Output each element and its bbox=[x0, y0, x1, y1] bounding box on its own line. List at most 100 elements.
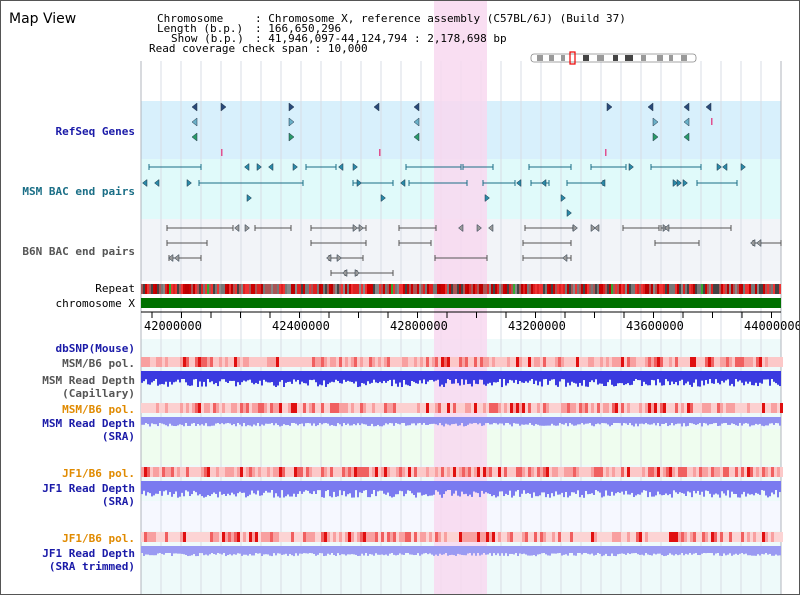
pol-heat-cell bbox=[561, 532, 564, 542]
depth-bar bbox=[623, 417, 625, 424]
depth-bar bbox=[327, 546, 329, 554]
depth-bar bbox=[537, 371, 539, 386]
pol-heat-cell bbox=[210, 532, 213, 542]
track-label-b6n-bac[interactable]: B6N BAC end pairs bbox=[22, 245, 135, 258]
pol-heat-cell bbox=[393, 467, 396, 477]
depth-bar bbox=[363, 546, 365, 556]
depth-bar bbox=[285, 371, 287, 383]
depth-bar bbox=[169, 417, 171, 424]
depth-bar bbox=[357, 417, 359, 424]
depth-bar bbox=[471, 481, 473, 497]
pol-heat-cell bbox=[738, 532, 741, 542]
depth-bar bbox=[421, 417, 423, 425]
pol-heat-cell bbox=[558, 357, 561, 367]
depth-bar bbox=[201, 417, 203, 425]
depth-bar bbox=[675, 546, 677, 555]
pol-heat-cell bbox=[450, 357, 453, 367]
depth-bar bbox=[451, 546, 453, 555]
pol-heat-cell bbox=[771, 532, 774, 542]
depth-bar bbox=[359, 371, 361, 387]
repeat-segment bbox=[457, 284, 459, 294]
pol-heat-cell bbox=[423, 532, 426, 542]
repeat-segment bbox=[629, 284, 631, 294]
pol-heat-cell bbox=[471, 357, 474, 367]
depth-bar bbox=[775, 546, 777, 555]
depth-bar bbox=[581, 546, 583, 555]
depth-bar bbox=[361, 481, 363, 493]
depth-bar bbox=[159, 481, 161, 491]
repeat-segment bbox=[251, 284, 253, 294]
pol-heat-cell bbox=[417, 357, 420, 367]
pol-heat-cell bbox=[414, 357, 417, 367]
gene-arrow bbox=[354, 268, 360, 278]
pol-heat-cell bbox=[489, 403, 492, 413]
pol-heat-cell bbox=[189, 403, 192, 413]
depth-bar bbox=[777, 371, 779, 385]
pol-heat-cell bbox=[348, 467, 351, 477]
repeat-segment bbox=[249, 284, 251, 294]
depth-bar bbox=[211, 481, 213, 495]
repeat-segment bbox=[347, 284, 349, 294]
pol-heat-cell bbox=[480, 532, 483, 542]
depth-bar bbox=[223, 546, 225, 554]
depth-bar bbox=[287, 417, 289, 425]
pol-heat-cell bbox=[249, 357, 252, 367]
depth-bar bbox=[493, 417, 495, 423]
depth-bar bbox=[319, 546, 321, 554]
repeat-segment bbox=[505, 284, 507, 294]
pol-heat-cell bbox=[375, 467, 378, 477]
pol-heat-cell bbox=[573, 467, 576, 477]
depth-bar bbox=[727, 417, 729, 425]
depth-bar bbox=[311, 417, 313, 426]
depth-bar bbox=[195, 371, 197, 379]
depth-bar bbox=[475, 481, 477, 493]
depth-bar bbox=[355, 371, 357, 382]
pol-heat-cell bbox=[591, 532, 594, 542]
depth-bar bbox=[325, 417, 327, 423]
pol-heat-cell bbox=[531, 467, 534, 477]
depth-bar bbox=[671, 417, 673, 423]
pol-heat-cell bbox=[198, 467, 201, 477]
repeat-segment bbox=[327, 284, 329, 294]
pol-heat-cell bbox=[507, 403, 510, 413]
depth-bar bbox=[569, 546, 571, 553]
depth-bar bbox=[241, 481, 243, 493]
repeat-segment bbox=[641, 284, 643, 294]
pol-heat-cell bbox=[642, 467, 645, 477]
pol-heat-cell bbox=[663, 357, 666, 367]
depth-bar bbox=[357, 481, 359, 498]
depth-bar bbox=[347, 546, 349, 555]
depth-bar bbox=[441, 546, 443, 555]
pol-heat-cell bbox=[660, 467, 663, 477]
depth-bar bbox=[163, 417, 165, 425]
depth-bar bbox=[573, 417, 575, 426]
depth-bar bbox=[249, 371, 251, 380]
track-label-msm-bac[interactable]: MSM BAC end pairs bbox=[22, 185, 135, 198]
pol-heat-cell bbox=[267, 357, 270, 367]
depth-bar bbox=[347, 371, 349, 381]
depth-bar bbox=[155, 546, 157, 556]
depth-bar bbox=[425, 546, 427, 553]
track-label-refseq[interactable]: RefSeq Genes bbox=[55, 125, 135, 138]
pol-heat-cell bbox=[411, 532, 414, 542]
pol-heat-cell bbox=[621, 467, 624, 477]
pol-heat-cell bbox=[600, 467, 603, 477]
depth-bar bbox=[273, 417, 275, 426]
repeat-segment bbox=[285, 284, 287, 294]
depth-bar bbox=[533, 481, 535, 493]
pol-heat-cell bbox=[684, 467, 687, 477]
depth-bar bbox=[205, 417, 207, 424]
pol-heat-cell bbox=[654, 532, 657, 542]
depth-bar bbox=[621, 546, 623, 554]
pol-heat-cell bbox=[429, 532, 432, 542]
pol-heat-cell bbox=[729, 467, 732, 477]
depth-bar bbox=[723, 481, 725, 494]
track-label-dbsnp[interactable]: dbSNP(Mouse) bbox=[55, 342, 135, 355]
depth-bar bbox=[757, 546, 759, 555]
depth-bar bbox=[445, 417, 447, 424]
pol-heat-cell bbox=[303, 403, 306, 413]
repeat-segment bbox=[555, 284, 557, 294]
pol-heat-cell bbox=[396, 357, 399, 367]
repeat-segment bbox=[469, 284, 471, 294]
pol-heat-cell bbox=[687, 532, 690, 542]
